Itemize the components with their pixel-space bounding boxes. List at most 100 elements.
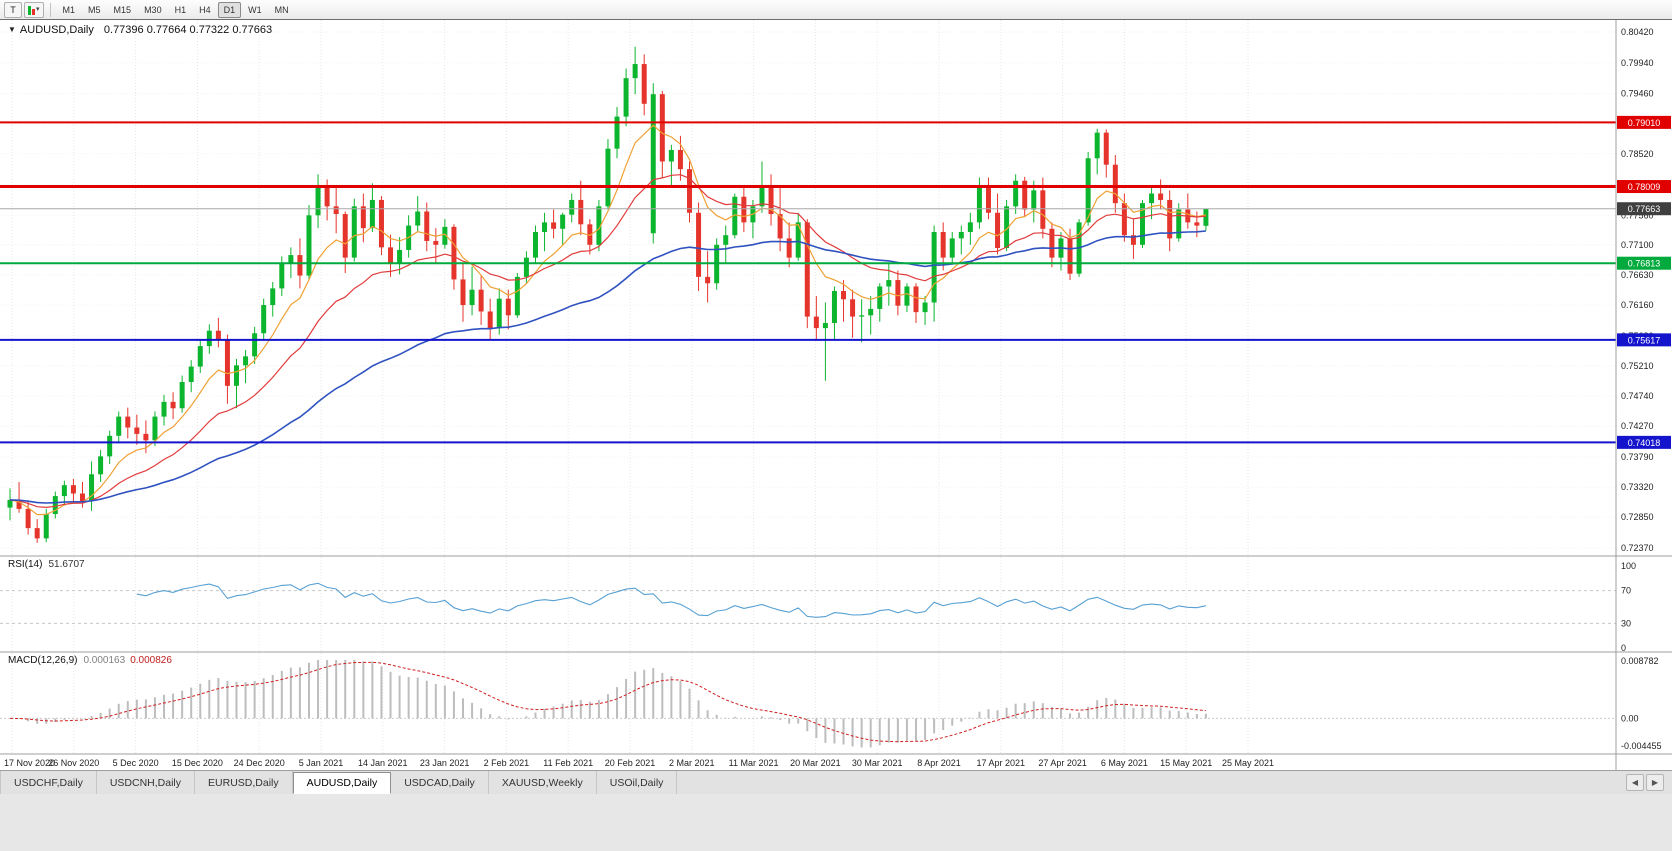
date-axis-label: 15 Dec 2020: [172, 758, 223, 768]
candle-body: [61, 485, 67, 497]
date-axis-label: 20 Mar 2021: [790, 758, 841, 768]
candle-body: [804, 222, 810, 317]
candle-body: [1040, 190, 1046, 229]
candle-body: [623, 78, 629, 117]
chart-title: ▼ AUDUSD,Daily 0.77396 0.77664 0.77322 0.7…: [8, 24, 272, 36]
tab-usoil[interactable]: USOil,Daily: [597, 771, 678, 794]
tab-usdcnh[interactable]: USDCNH,Daily: [97, 771, 196, 794]
macd-pane: [0, 660, 1616, 748]
candle-body: [433, 240, 439, 245]
rsi-name: RSI(14): [8, 559, 43, 570]
date-axis-label: 20 Feb 2021: [605, 758, 656, 768]
candle-body: [786, 238, 792, 258]
rsi-axis-tick: 70: [1621, 586, 1631, 596]
chart-type-dropdown[interactable]: ▾: [24, 1, 44, 18]
chart-symbol-period: AUDUSD,Daily: [19, 24, 94, 36]
ma-line-20[interactable]: [9, 174, 1206, 509]
candle-body: [279, 262, 285, 289]
chart-mode-button[interactable]: T: [4, 1, 22, 18]
date-axis-label: 15 May 2021: [1160, 758, 1212, 768]
timeframe-d1-button[interactable]: D1: [217, 1, 242, 18]
macd-axis-tick: 0.00: [1621, 713, 1639, 723]
candle-body: [1194, 222, 1200, 226]
rsi-line: [136, 582, 1207, 618]
candle-body: [741, 196, 747, 223]
candle-body: [1049, 228, 1055, 258]
hline-price-badge-text: 0.76813: [1628, 259, 1661, 269]
date-axis-label: 30 Mar 2021: [852, 758, 903, 768]
candle-body: [886, 280, 892, 287]
ma-line-55[interactable]: [9, 230, 1206, 504]
symbol-tab-bar: USDCHF,Daily USDCNH,Daily EURUSD,Daily AUDU…: [0, 770, 1672, 794]
moving-averages: [9, 124, 1207, 516]
chart-window[interactable]: [0, 20, 1672, 770]
timeframe-mn-button[interactable]: MN: [269, 2, 295, 18]
timeframe-h1-button[interactable]: H1: [169, 2, 193, 18]
timeframe-m15-button[interactable]: M15: [108, 2, 138, 18]
candle-body: [560, 214, 566, 229]
collapse-icon[interactable]: ▼: [8, 25, 16, 34]
price-chart-canvas[interactable]: 0.804200.799400.794600.789800.785200.780…: [0, 20, 1672, 770]
candle-body: [668, 149, 674, 162]
candle-body: [378, 199, 384, 248]
candle-body: [424, 211, 430, 241]
current-price-badge: [1617, 202, 1671, 216]
candle-body: [460, 279, 466, 306]
tab-usdchf[interactable]: USDCHF,Daily: [0, 771, 97, 794]
price-axis-tick: 0.76160: [1621, 300, 1654, 310]
timeframe-m5-button[interactable]: M5: [82, 2, 107, 18]
hline-price-badge-text: 0.74018: [1628, 438, 1661, 448]
candle-body: [677, 149, 683, 170]
candle-body: [442, 226, 448, 245]
candle-body: [1158, 193, 1164, 200]
candle-body: [1149, 193, 1155, 204]
timeframe-m30-button[interactable]: M30: [138, 2, 168, 18]
candle-body: [415, 211, 421, 226]
candle-body: [1103, 132, 1109, 165]
scroll-right-button[interactable]: ▶: [1646, 774, 1664, 791]
candle-body: [143, 433, 149, 441]
candle-body: [967, 222, 973, 232]
candle-body: [388, 247, 394, 265]
candle-body: [152, 416, 158, 441]
tab-usdcad[interactable]: USDCAD,Daily: [391, 771, 489, 794]
candle-body: [1094, 132, 1100, 159]
candle-body: [696, 212, 702, 277]
candle-body: [52, 496, 58, 515]
candle-body: [995, 212, 1001, 249]
current-price-badge-text: 0.77663: [1628, 204, 1661, 214]
timeframe-m1-button[interactable]: M1: [57, 2, 82, 18]
candle-body: [759, 187, 765, 207]
price-axis: 0.804200.799400.794600.789800.785200.780…: [1621, 27, 1662, 751]
candle-body: [478, 289, 484, 312]
candle-body: [895, 280, 901, 306]
tab-xauusd[interactable]: XAUUSD,Weekly: [489, 771, 597, 794]
candle-body: [116, 416, 122, 436]
candle-body: [822, 323, 828, 329]
tab-eurusd[interactable]: EURUSD,Daily: [195, 771, 293, 794]
rsi-axis-tick: 100: [1621, 561, 1636, 571]
candle-body: [1031, 190, 1037, 210]
rsi-value: 51.6707: [48, 559, 85, 570]
tab-audusd[interactable]: AUDUSD,Daily: [292, 772, 392, 794]
hline-price-badge: [1617, 256, 1671, 270]
candle-body: [831, 290, 837, 324]
candle-body: [342, 214, 348, 258]
rsi-indicator-label: RSI(14) 51.6707: [8, 559, 85, 570]
price-axis-tick: 0.72370: [1621, 543, 1654, 553]
scroll-left-button[interactable]: ◀: [1626, 774, 1644, 791]
timeframe-w1-button[interactable]: W1: [242, 2, 268, 18]
hline-price-badge-text: 0.79010: [1628, 118, 1661, 128]
rsi-pane: [0, 582, 1616, 624]
candle-body: [768, 187, 774, 215]
candle-body: [949, 238, 955, 258]
candle-body: [1067, 238, 1073, 274]
candle-body: [659, 94, 665, 162]
candle-body: [16, 499, 22, 509]
candle-body: [850, 299, 856, 317]
timeframe-h4-button[interactable]: H4: [193, 2, 217, 18]
candle-body: [1176, 209, 1182, 239]
ma-line-8[interactable]: [9, 124, 1207, 516]
macd-signal-value: 0.000826: [130, 655, 172, 666]
